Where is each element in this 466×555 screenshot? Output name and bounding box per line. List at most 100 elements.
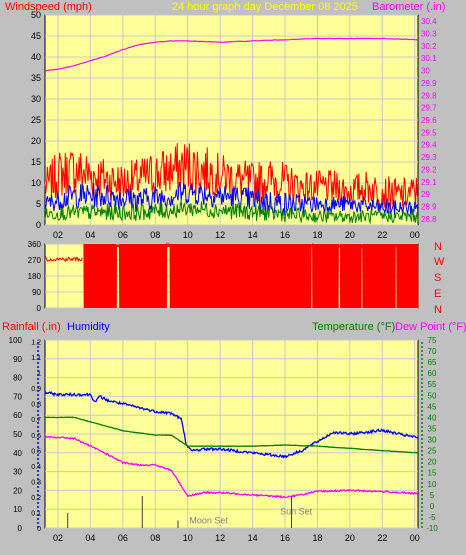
wind-y-tick-label: 30 (31, 94, 41, 104)
wind-x-axis: 02 04 06 08 10 12 14 16 18 20 22 00 (53, 230, 420, 240)
astro-annotation-label: Sun Set (280, 507, 313, 517)
x-tick-label: 22 (377, 230, 387, 240)
wind-y-tick-label: 35 (31, 73, 41, 83)
direction-y-tick-label: 0 (37, 304, 42, 313)
direction-calm-line (44, 256, 83, 263)
windspeed-label: Windspeed (mph) (5, 1, 92, 13)
barometer-tick-label: 29.3 (421, 153, 437, 162)
rainfall-tick-label: 0.1 (31, 510, 41, 517)
direction-left-axis: 0 90 180 270 360 (28, 240, 42, 313)
x-tick-label: 04 (85, 230, 95, 240)
temperature-tick-label: 0 (430, 502, 435, 511)
wind-y-tick-label: 25 (31, 115, 41, 125)
barometer-tick-label: 29.4 (421, 141, 437, 150)
compass-label-n-top: N (434, 241, 442, 253)
temperature-x-axis: 02 04 06 08 10 12 14 16 18 20 22 00 (53, 533, 420, 543)
graph-title: 24 hour graph day December 08 2025 (172, 1, 358, 13)
temperature-tick-label: 25 (428, 447, 437, 456)
barometer-tick-label: 30.1 (421, 54, 437, 63)
x-tick-label: 12 (215, 533, 225, 543)
astro-annotations: Moon Set Sun Set (189, 507, 312, 526)
x-tick-label: 16 (280, 230, 290, 240)
x-tick-label: 02 (53, 230, 63, 240)
barometer-tick-label: 28.8 (421, 215, 437, 224)
humidity-tick-label: 100 (9, 336, 23, 345)
direction-y-tick-label: 180 (28, 272, 42, 281)
astro-markers (67, 496, 293, 528)
wind-y-tick-label: 15 (31, 157, 41, 167)
wind_low-series-line (44, 200, 419, 225)
barometer-tick-label: 29.8 (421, 91, 437, 100)
direction-y-tick-label: 360 (28, 240, 42, 249)
barometer-tick-label: 30.4 (421, 17, 437, 26)
barometer-tick-label: 30 (421, 67, 430, 76)
temperature-tick-label: 5 (430, 491, 435, 500)
wind-series-group (44, 37, 419, 225)
wind-grid (45, 14, 418, 226)
x-tick-label: 20 (345, 533, 355, 543)
x-tick-label: 14 (248, 533, 258, 543)
temperature-tick-label: 15 (428, 469, 437, 478)
wind-left-axis: 0 5 10 15 20 25 30 35 40 45 50 (31, 10, 41, 230)
x-tick-label: 22 (377, 533, 387, 543)
humidity-tick-label: 40 (13, 449, 22, 458)
direction-y-tick-label: 90 (32, 288, 41, 297)
barometer-tick-label: 29 (421, 190, 430, 199)
humidity-tick-label: 70 (13, 392, 22, 401)
rainfall-tick-label: 0.8 (31, 402, 41, 409)
x-tick-label: 00 (410, 533, 420, 543)
temperature-tick-label: 65 (428, 358, 437, 367)
x-tick-label: 14 (248, 230, 258, 240)
rainfall-tick-label: 0.4 (31, 464, 41, 471)
temperature-tick-label: 70 (428, 347, 437, 356)
humidity-axis: 0 10 20 30 40 50 60 70 80 90 100 (9, 336, 23, 533)
direction-panel: 0 90 180 270 360 N W S E N (28, 240, 445, 316)
barometer-tick-label: 29.6 (421, 116, 437, 125)
compass-label-n-bottom: N (434, 304, 442, 316)
temperature-tick-label: 55 (428, 380, 437, 389)
temperature-tick-label: 45 (428, 402, 437, 411)
barometer-series-line (45, 37, 419, 72)
x-tick-label: 02 (53, 533, 63, 543)
direction-y-tick-label: 270 (28, 256, 42, 265)
compass-label-s: S (434, 272, 441, 284)
temperature-tick-label: 20 (428, 458, 437, 467)
humidity-tick-label: 50 (13, 430, 22, 439)
temperature-right-axis: -10 -5 0 5 10 15 20 25 30 35 40 45 50 55 60 65 70 75 (421, 336, 438, 533)
x-tick-label: 10 (183, 230, 193, 240)
x-tick-label: 10 (183, 533, 193, 543)
rainfall-axis: 0 0.1 0.2 0.3 0.4 0.5 0.6 0.7 0.8 0.9 1 1.1 1.2 (31, 340, 41, 533)
wind-y-tick-label: 20 (31, 136, 41, 146)
humidity-tick-label: 90 (13, 355, 22, 364)
temperature-label: Temperature (°F) (312, 321, 395, 333)
barometer-tick-label: 29.7 (421, 104, 437, 113)
barometer-tick-label: 29.9 (421, 79, 437, 88)
temperature-series-line (44, 416, 419, 454)
x-tick-label: 00 (410, 230, 420, 240)
rainfall-tick-label: 1 (37, 371, 41, 378)
rainfall-tick-label: 0.7 (31, 417, 41, 424)
wind-y-tick-label: 45 (31, 31, 41, 41)
x-tick-label: 06 (118, 533, 128, 543)
temperature-tick-label: 10 (428, 480, 437, 489)
humidity-tick-label: 0 (18, 524, 23, 533)
dewpoint-label: Dew Point (°F) (395, 321, 466, 333)
astro-annotation-label: Moon Set (189, 516, 228, 526)
wind_speed-series-line (44, 143, 419, 211)
x-tick-label: 16 (280, 533, 290, 543)
wind-y-tick-label: 0 (36, 220, 41, 230)
rainfall-label: Rainfall (.in) (2, 321, 61, 333)
rainfall-tick-label: 0.3 (31, 479, 41, 486)
humidity-label: Humidity (67, 321, 110, 333)
rainfall-tick-label: 0.6 (31, 433, 41, 440)
wind_avg-series-line (44, 181, 419, 217)
barometer-right-axis: 28.8 28.9 29 29.1 29.2 29.3 29.4 29.5 29.6 29.7 29… (421, 17, 437, 224)
rainfall-tick-label: 1.2 (31, 340, 41, 347)
x-tick-label: 08 (150, 230, 160, 240)
humidity-tick-label: 80 (13, 374, 22, 383)
rainfall-tick-label: 0.5 (31, 448, 41, 455)
barometer-tick-label: 29.1 (421, 178, 437, 187)
temperature-tick-label: 40 (428, 413, 437, 422)
